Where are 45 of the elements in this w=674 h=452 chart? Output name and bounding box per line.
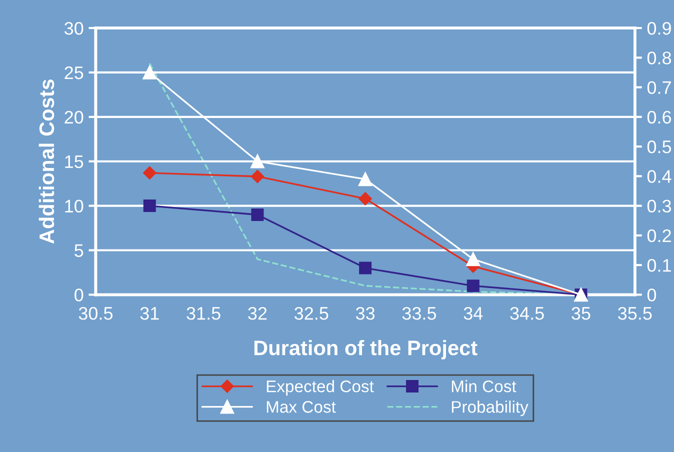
y2-tick-label: 0.4 [647, 170, 672, 183]
x-tick-label: 34 [464, 306, 483, 320]
x-tick-label: 32 [248, 306, 267, 320]
y2-tick-label: 0.3 [647, 200, 672, 213]
point [143, 166, 156, 180]
y-tick-label: 5 [74, 244, 84, 257]
legend-label: Expected Cost [266, 380, 374, 396]
x-tick-label: 31.5 [186, 306, 220, 320]
point [143, 200, 156, 212]
legend-label: Min Cost [452, 380, 516, 392]
x-tick-label: 35.5 [618, 306, 652, 320]
x-tick-label: 34.5 [510, 306, 544, 320]
y2-tick-label: 0.9 [647, 22, 671, 35]
point [250, 170, 264, 184]
legend-label: Probability [452, 400, 528, 416]
point [358, 192, 372, 206]
point [142, 66, 157, 80]
x-tick-label: 31 [140, 306, 159, 320]
y2-tick-label: 0.8 [647, 52, 672, 64]
point [358, 172, 372, 186]
y2-tick-label: 0.7 [647, 81, 671, 94]
y2-tick-label: 0.5 [647, 140, 672, 154]
y-tick-label: 15 [65, 155, 84, 168]
x-tick-label: 33.5 [402, 306, 436, 320]
legend-label: Max Cost [266, 401, 336, 413]
point [359, 262, 372, 274]
y2-tick-label: 0.1 [647, 259, 671, 272]
point [466, 280, 480, 292]
y2-tick-label: 0.6 [647, 110, 672, 124]
y-tick-label: 25 [64, 66, 84, 80]
y2-tick-label: 0 [647, 288, 656, 302]
y-tick-label: 20 [64, 110, 84, 124]
x-tick-label: 32.5 [294, 306, 328, 320]
point [250, 154, 264, 168]
x-tick-label: 30.5 [78, 306, 113, 320]
point [251, 208, 264, 221]
y-axis-title: Additional Costs [38, 79, 54, 244]
x-tick-label: 35 [572, 306, 590, 320]
point [466, 252, 480, 266]
x-tick-label: 33 [356, 306, 375, 320]
y-tick-label: 0 [74, 288, 84, 302]
y-tick-label: 10 [65, 200, 84, 213]
y-tick-label: 30 [64, 22, 84, 35]
x-axis-title: Duration of the Project [254, 340, 478, 360]
y2-tick-label: 0.2 [647, 229, 671, 242]
